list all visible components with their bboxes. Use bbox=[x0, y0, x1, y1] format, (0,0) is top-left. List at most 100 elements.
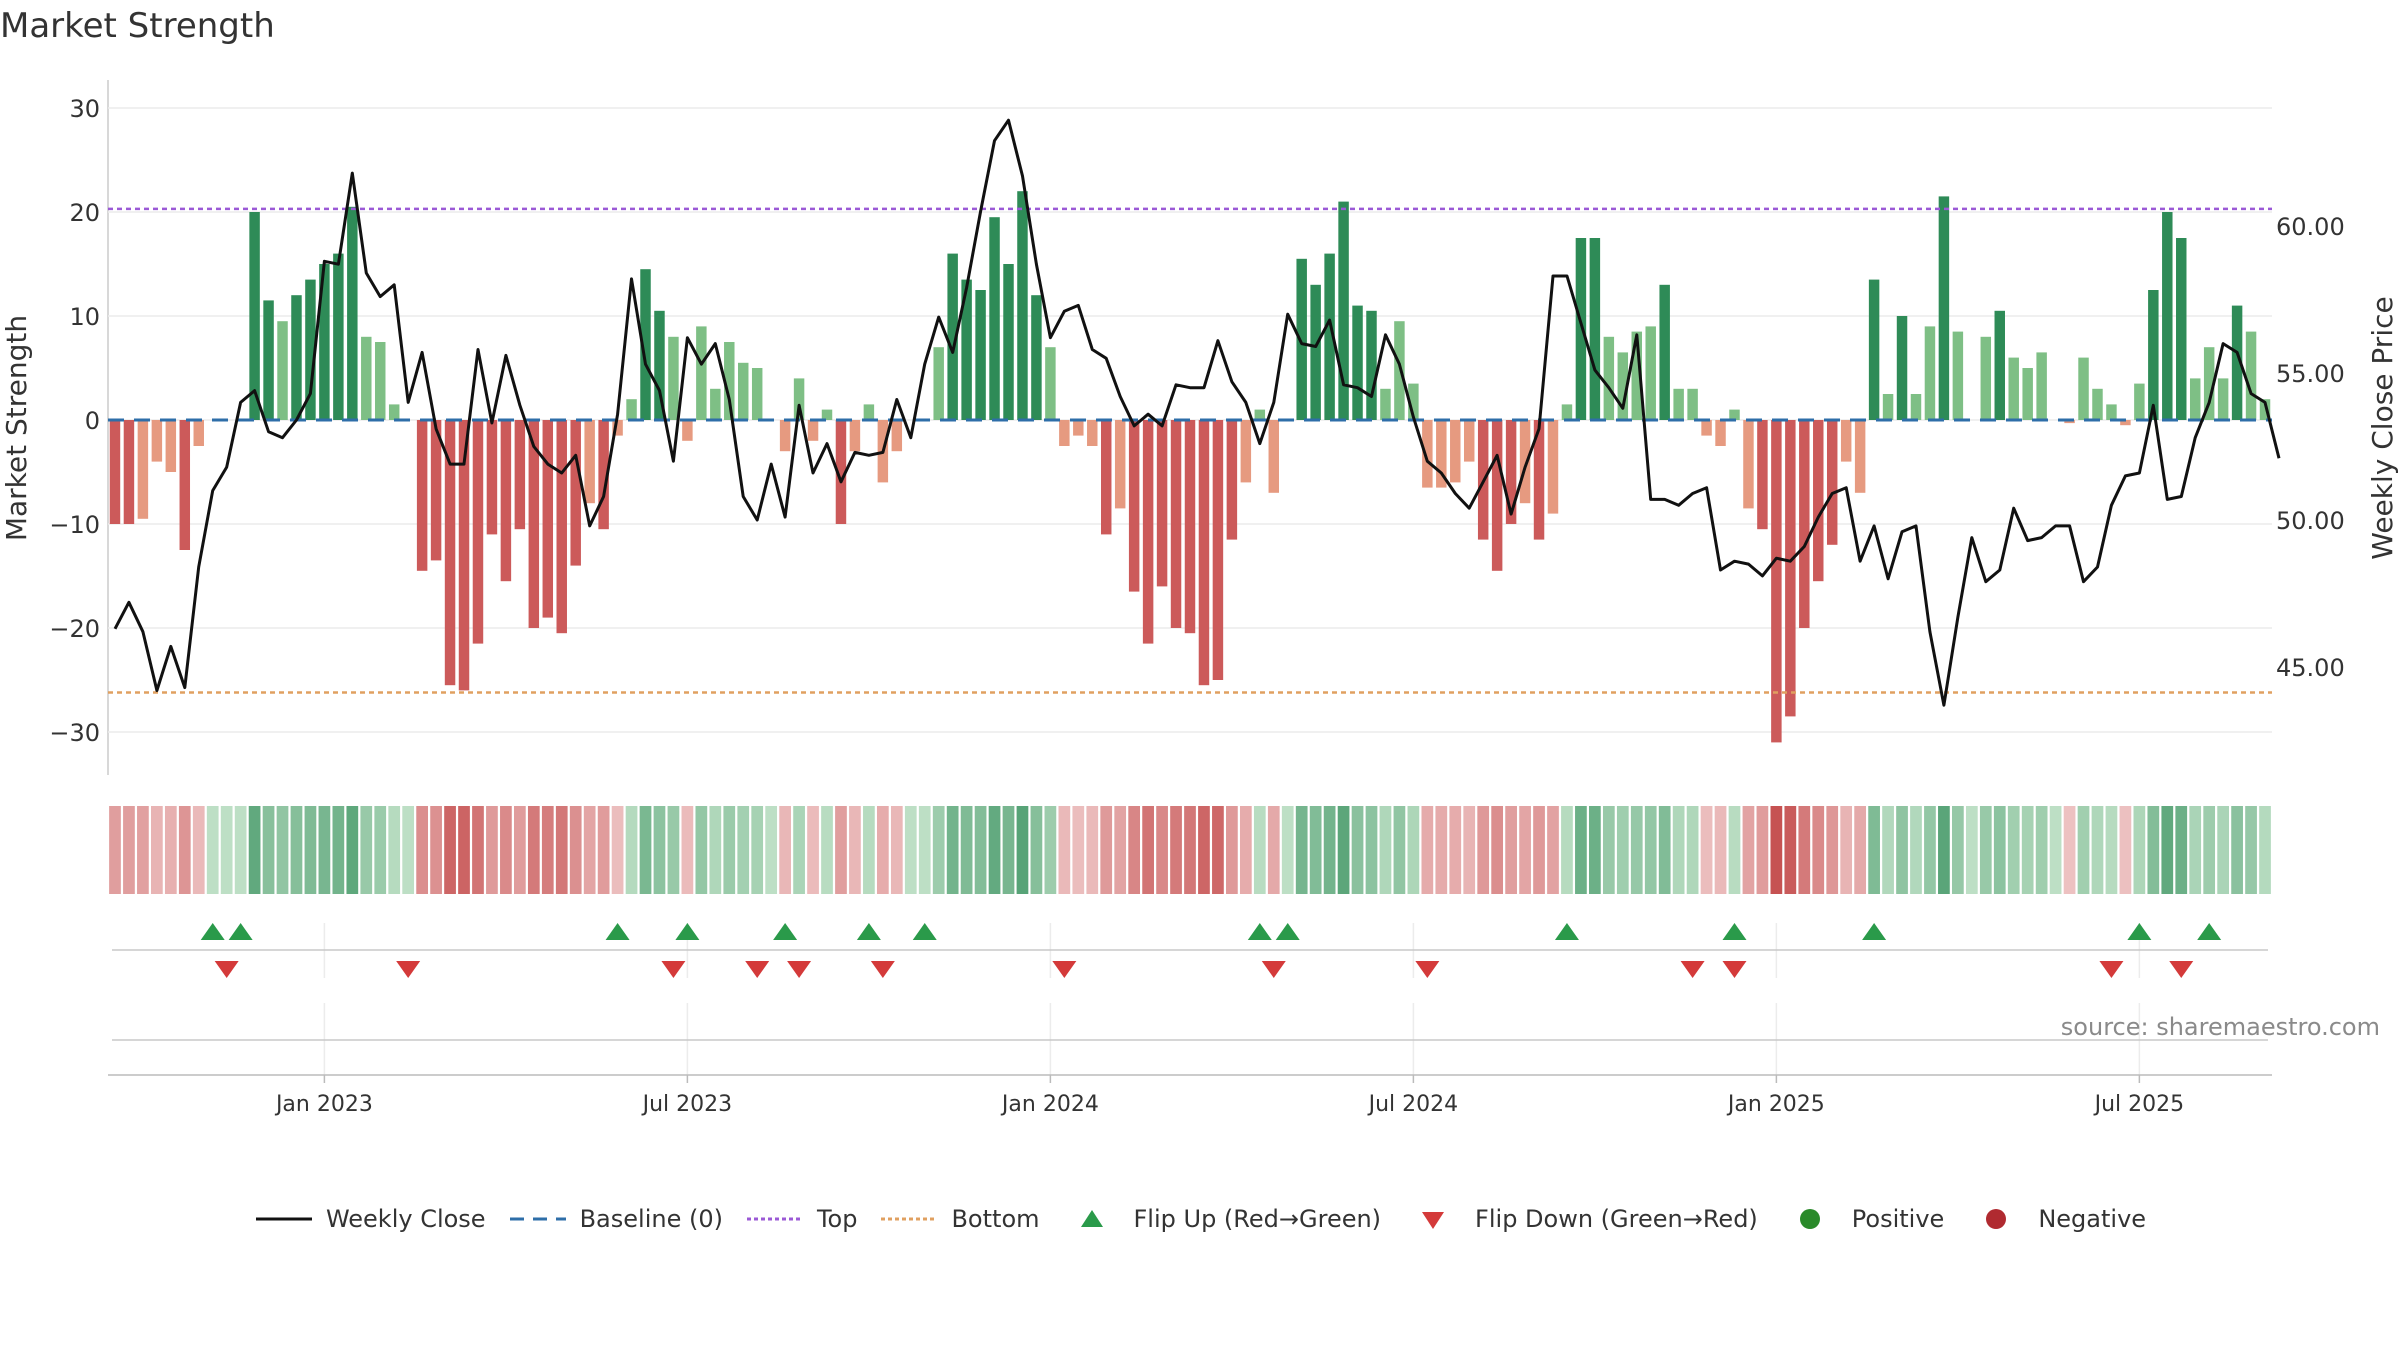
y-left-tick-label: 30 bbox=[69, 95, 100, 123]
strength-bar bbox=[1226, 420, 1238, 540]
strength-ribbon-cell bbox=[1323, 806, 1336, 894]
strength-bar bbox=[2036, 352, 2047, 420]
strength-ribbon-cell bbox=[835, 806, 847, 894]
strength-ribbon-cell bbox=[2147, 806, 2160, 894]
strength-ribbon-cell bbox=[1938, 806, 1950, 894]
strength-bar bbox=[1854, 420, 1866, 493]
strength-ribbon-cell bbox=[1337, 806, 1350, 894]
strength-bar bbox=[1491, 420, 1503, 571]
strength-ribbon-cell bbox=[1561, 806, 1573, 894]
legend-item-top: Top bbox=[745, 1205, 857, 1233]
strength-ribbon-cell bbox=[1295, 806, 1308, 894]
strength-ribbon-cell bbox=[723, 806, 736, 894]
strength-ribbon-cell bbox=[1016, 806, 1029, 894]
strength-ribbon-cell bbox=[932, 806, 945, 894]
flip-up-marker bbox=[1247, 923, 1272, 940]
strength-ribbon-cell bbox=[1281, 806, 1294, 894]
strength-ribbon-cell bbox=[863, 806, 875, 894]
strength-ribbon-cell bbox=[974, 806, 987, 894]
strength-ribbon-cell bbox=[1742, 806, 1755, 894]
strength-ribbon-cell bbox=[248, 806, 261, 894]
strength-ribbon-cell bbox=[1910, 806, 1922, 894]
strength-ribbon-cell bbox=[1253, 806, 1266, 894]
strength-ribbon-cell bbox=[946, 806, 959, 894]
strength-bar bbox=[430, 420, 442, 561]
strength-bar bbox=[123, 420, 135, 524]
x-tick-label: Jan 2024 bbox=[1000, 1092, 1099, 1117]
strength-bar bbox=[1896, 316, 1908, 420]
strength-bar bbox=[807, 420, 819, 441]
strength-bar bbox=[1408, 383, 1419, 420]
strength-ribbon-cell bbox=[164, 806, 177, 894]
strength-ribbon-cell bbox=[765, 806, 778, 894]
strength-bar bbox=[1003, 264, 1014, 420]
strength-ribbon-cell bbox=[849, 806, 861, 894]
strength-bar bbox=[1924, 326, 1936, 420]
strength-bar bbox=[1589, 238, 1601, 420]
strength-ribbon-cell bbox=[513, 806, 526, 894]
flip-up-marker bbox=[1862, 923, 1887, 940]
strength-ribbon-cell bbox=[430, 806, 442, 894]
strength-bar bbox=[542, 420, 554, 618]
strength-ribbon-cell bbox=[2217, 806, 2229, 894]
strength-bar bbox=[682, 420, 693, 441]
strength-bar bbox=[1826, 420, 1838, 545]
y-left-tick-label: 10 bbox=[69, 303, 100, 331]
strength-bar bbox=[668, 336, 679, 420]
strength-ribbon-cell bbox=[918, 806, 931, 894]
strength-bar bbox=[1128, 420, 1140, 592]
flip-down-marker bbox=[2099, 961, 2124, 978]
strength-ribbon-cell bbox=[1072, 806, 1085, 894]
y-left-tick-label: 20 bbox=[69, 199, 100, 227]
legend-symbol-triangle-down-icon bbox=[1422, 1212, 1445, 1229]
x-tick-label: Jul 2025 bbox=[2093, 1092, 2185, 1117]
flip-down-marker bbox=[745, 961, 770, 978]
strength-ribbon-cell bbox=[625, 806, 638, 894]
strength-ribbon-cell bbox=[1044, 806, 1057, 894]
strength-bar bbox=[1310, 284, 1321, 420]
strength-ribbon-cell bbox=[1714, 806, 1727, 894]
strength-ribbon-cell bbox=[667, 806, 680, 894]
strength-ribbon-cell bbox=[890, 806, 903, 894]
flip-markers-group bbox=[112, 923, 2268, 978]
flip-up-marker bbox=[2197, 923, 2222, 940]
strength-ribbon-cell bbox=[1184, 806, 1196, 894]
strength-ribbon-cell bbox=[1896, 806, 1908, 894]
strength-bar bbox=[388, 404, 400, 420]
flip-down-marker bbox=[870, 961, 895, 978]
strength-ribbon-cell bbox=[2161, 806, 2174, 894]
strength-ribbon-cell bbox=[821, 806, 833, 894]
strength-ribbon-cell bbox=[1965, 806, 1978, 894]
strength-bar bbox=[514, 420, 526, 530]
strength-bar bbox=[1142, 420, 1154, 644]
strength-ribbon-cell bbox=[416, 806, 428, 894]
strength-bar bbox=[2106, 404, 2117, 420]
flip-down-marker bbox=[1415, 961, 1440, 978]
strength-bar bbox=[1100, 420, 1112, 535]
strength-bar bbox=[1170, 420, 1182, 628]
flip-up-marker bbox=[912, 923, 937, 940]
strength-bar bbox=[1380, 388, 1391, 420]
strength-bar bbox=[1799, 420, 1810, 628]
legend-symbol-triangle-up-icon bbox=[1080, 1210, 1103, 1227]
strength-ribbon-cell bbox=[178, 806, 191, 894]
strength-ribbon-cell bbox=[876, 806, 889, 894]
strength-ribbon-cell bbox=[1993, 806, 2006, 894]
strength-bar bbox=[1198, 420, 1210, 686]
strength-ribbon-cell bbox=[1533, 806, 1545, 894]
legend-label-flip-up: Flip Up (Red→Green) bbox=[1133, 1205, 1382, 1233]
strength-ribbon-cell bbox=[2021, 806, 2034, 894]
strength-bar bbox=[1603, 336, 1615, 420]
legend-item-flip-up: Flip Up (Red→Green) bbox=[1062, 1205, 1382, 1233]
strength-bar bbox=[1659, 284, 1670, 420]
strength-bar bbox=[2022, 368, 2033, 420]
y-right-tick-label: 55.00 bbox=[2276, 360, 2345, 388]
strength-bar bbox=[612, 420, 623, 436]
strength-ribbon-cell bbox=[1435, 806, 1448, 894]
strength-ribbon-cell bbox=[695, 806, 708, 894]
strength-ribbon-cell bbox=[1156, 806, 1168, 894]
strength-ribbon-cell bbox=[444, 806, 456, 894]
strength-ribbon-cell bbox=[1630, 806, 1643, 894]
strength-bar bbox=[2217, 378, 2229, 420]
strength-bar bbox=[1045, 347, 1056, 420]
